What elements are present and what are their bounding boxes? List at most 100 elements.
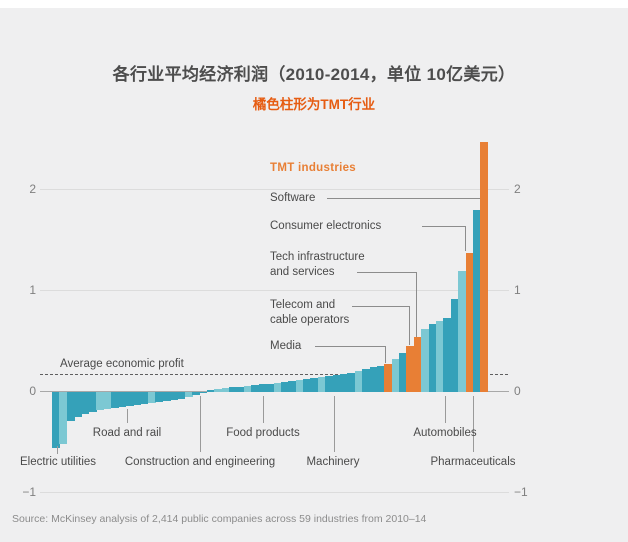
bar-8 <box>103 392 112 410</box>
callout-line-consumer-h <box>422 226 465 227</box>
y-tick-left-neg1: −1 <box>22 485 36 499</box>
bar-14 <box>148 392 156 404</box>
bar-6 <box>88 392 97 413</box>
bar-4 <box>74 392 82 418</box>
bar-7 <box>96 392 105 411</box>
y-tick-right-neg1: −1 <box>514 485 528 499</box>
y-tick-left-0: 0 <box>29 384 36 398</box>
callout-line-media-v <box>385 346 386 363</box>
bar-52 <box>428 324 437 392</box>
bar-15 <box>155 392 164 403</box>
callout-line-telecom-v <box>409 306 410 345</box>
label-road-and-rail: Road and rail <box>92 427 162 439</box>
chart-panel <box>0 8 628 542</box>
label-food-products: Food products <box>226 427 300 439</box>
bar-10 <box>118 392 127 408</box>
chart-title: 各行业平均经济利润（2010-2014，单位 10亿美元） <box>112 65 516 84</box>
bar-42 <box>354 370 363 392</box>
bar-1 <box>52 392 60 448</box>
bar-51 <box>421 329 430 392</box>
bar-9 <box>111 392 119 409</box>
tick-electric-utilities <box>57 446 58 454</box>
y-tick-left-1: 1 <box>29 283 36 297</box>
y-tick-right-2: 2 <box>514 182 521 196</box>
bar-36 <box>310 377 319 392</box>
bar-46 <box>384 363 393 392</box>
callout-line-software <box>327 198 480 199</box>
bar-19 <box>184 392 193 398</box>
bar-44 <box>369 366 378 392</box>
tick-machinery <box>334 396 335 452</box>
bar-16 <box>162 392 171 402</box>
bar-13 <box>140 392 149 405</box>
tick-food-products <box>263 396 264 423</box>
callout-tech-infrastructure-line1: Tech infrastructure <box>270 251 365 263</box>
gridline-neg1 <box>40 492 509 493</box>
bar-41 <box>347 372 356 392</box>
callout-line-techinfra-v <box>416 272 417 337</box>
y-tick-right-1: 1 <box>514 283 521 297</box>
bar-37 <box>317 376 326 392</box>
tick-pharmaceuticals <box>473 396 474 452</box>
label-automobiles: Automobiles <box>413 427 477 439</box>
tick-automobiles <box>445 396 446 423</box>
bar-26 <box>236 386 245 392</box>
bar-21 <box>199 392 208 393</box>
bar-23 <box>214 388 223 392</box>
tmt-legend-label: TMT industries <box>270 162 356 174</box>
bar-48 <box>399 352 407 392</box>
bar-22 <box>207 389 215 392</box>
callout-telecom-line1: Telecom and <box>270 299 336 311</box>
callout-media: Media <box>270 340 302 352</box>
bar-59 <box>480 141 489 392</box>
bar-12 <box>133 392 142 406</box>
bar-45 <box>376 365 385 392</box>
label-construction-and-engineering: Construction and engineering <box>124 456 276 468</box>
bar-58 <box>472 210 481 392</box>
bar-32 <box>280 381 289 392</box>
bar-55 <box>450 299 459 392</box>
gridline-1 <box>40 290 509 291</box>
bar-11 <box>125 392 134 407</box>
bar-50 <box>413 337 422 392</box>
bar-28 <box>251 384 260 392</box>
bar-57 <box>465 252 474 392</box>
chart-subtitle: 橘色柱形为TMT行业 <box>252 97 376 112</box>
bar-54 <box>443 318 452 392</box>
bar-39 <box>332 374 341 392</box>
callout-line-media-h <box>315 346 385 347</box>
tick-road-and-rail <box>127 409 128 423</box>
average-profit-dashed-line <box>40 374 508 375</box>
callout-software: Software <box>270 192 316 204</box>
bar-27 <box>244 385 252 392</box>
bar-30 <box>266 383 274 392</box>
bar-34 <box>295 379 304 392</box>
bar-20 <box>192 392 201 396</box>
bar-35 <box>303 378 311 392</box>
bar-33 <box>288 380 297 392</box>
bar-31 <box>273 382 282 392</box>
bar-25 <box>229 386 238 392</box>
bar-43 <box>362 368 370 392</box>
bar-29 <box>258 383 267 392</box>
y-tick-left-2: 2 <box>29 182 36 196</box>
bar-56 <box>458 270 466 392</box>
bar-40 <box>340 373 348 392</box>
callout-line-consumer-v <box>465 226 466 251</box>
callout-line-techinfra-h <box>357 272 416 273</box>
callout-consumer-electronics: Consumer electronics <box>270 220 382 232</box>
gridline-2 <box>40 189 509 190</box>
bar-17 <box>170 392 178 401</box>
callout-telecom-line2: cable operators <box>270 314 350 326</box>
bar-18 <box>177 392 186 400</box>
label-pharmaceuticals: Pharmaceuticals <box>430 456 516 468</box>
callout-tech-infrastructure-line2: and services <box>270 266 335 278</box>
label-machinery: Machinery <box>306 456 360 468</box>
label-electric-utilities: Electric utilities <box>19 456 97 468</box>
bar-47 <box>391 358 400 392</box>
bar-24 <box>221 387 230 392</box>
bar-5 <box>81 392 90 415</box>
bar-49 <box>406 345 415 392</box>
bar-38 <box>325 375 334 392</box>
